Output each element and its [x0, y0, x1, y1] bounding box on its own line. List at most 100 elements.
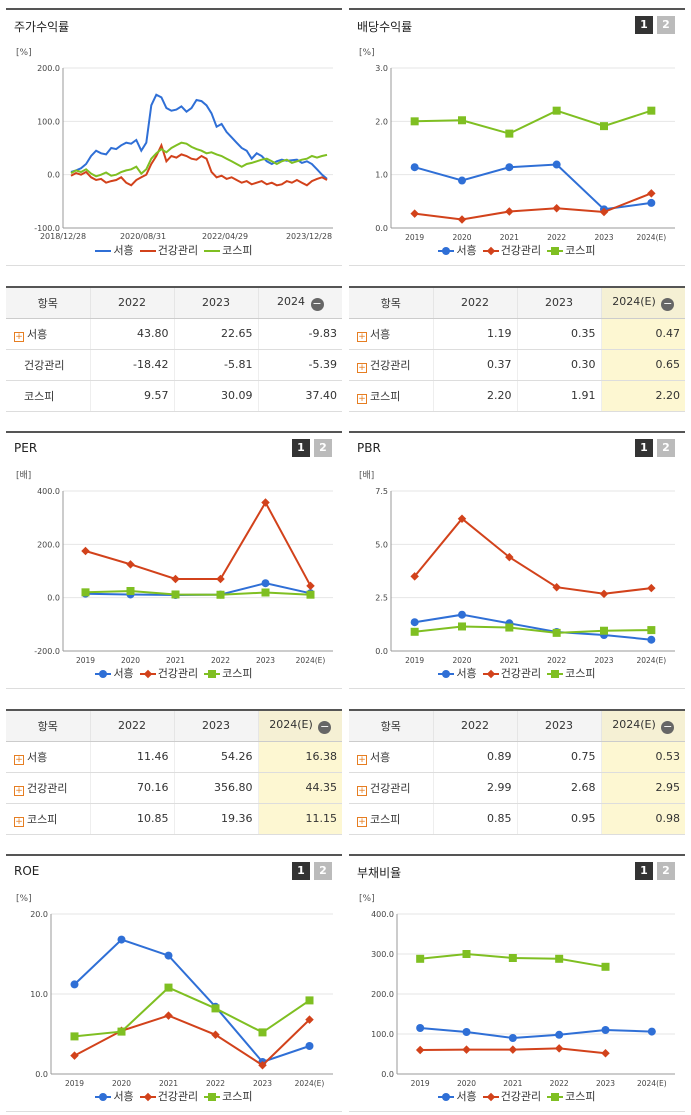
- legend-item[interactable]: 건강관리: [139, 1088, 198, 1104]
- expand-icon[interactable]: +: [357, 331, 367, 342]
- collapse-icon[interactable]: −: [661, 719, 675, 734]
- expand-icon[interactable]: +: [14, 785, 24, 796]
- table-row: 건강관리 -18.42 -5.81 -5.39: [6, 349, 342, 381]
- data-point-square: [171, 590, 180, 599]
- legend-item[interactable]: 건강관리: [482, 1088, 541, 1104]
- y-tick-label: 400.0: [37, 487, 60, 496]
- expand-icon[interactable]: +: [14, 816, 24, 827]
- legend-item[interactable]: 코스피: [204, 665, 253, 681]
- panel-title: 배당수익률: [357, 20, 413, 34]
- pbr-chart: [배]7.5 5.0 2.5 0.0 2019 2020 2021 2022 2023 2024(…: [359, 470, 675, 665]
- legend-item[interactable]: 서흥: [438, 665, 477, 681]
- data-point-square: [458, 622, 466, 631]
- legend-item[interactable]: 코스피: [547, 1088, 596, 1104]
- expand-icon[interactable]: +: [357, 754, 367, 765]
- legend-label: 서흥: [113, 667, 134, 680]
- y-tick-label: 0.0: [47, 171, 60, 180]
- page-2-button[interactable]: 2: [314, 862, 332, 880]
- expand-icon[interactable]: +: [14, 754, 24, 765]
- panel-title: 주가수익률: [14, 20, 70, 34]
- page-1-button[interactable]: 1: [292, 862, 310, 880]
- legend-item[interactable]: 건강관리: [482, 242, 541, 258]
- row-label: + 코스피: [6, 803, 90, 835]
- series-line: [414, 163, 652, 211]
- table-cell: 37.40: [257, 380, 342, 412]
- expand-icon[interactable]: +: [357, 362, 367, 373]
- table-row: + 건강관리 70.16 356.80 44.35: [6, 772, 342, 804]
- table-cell: 2.99: [432, 772, 517, 804]
- page-2-button[interactable]: 2: [657, 862, 675, 880]
- data-point-circle: [416, 1024, 425, 1032]
- x-tick-label: 2022: [206, 1079, 225, 1088]
- legend-item[interactable]: 건강관리: [139, 242, 198, 258]
- collapse-icon[interactable]: −: [318, 719, 332, 734]
- data-point-diamond: [457, 215, 467, 224]
- y-tick-label: 5.0: [375, 540, 388, 549]
- data-point-circle: [164, 951, 173, 960]
- data-point-square: [505, 129, 514, 138]
- column-header-year: 2024(E) −: [600, 287, 685, 319]
- data-point-circle: [508, 1034, 517, 1042]
- data-point-square: [416, 954, 425, 963]
- page-1-button[interactable]: 1: [635, 16, 653, 34]
- legend-marker: [139, 1092, 156, 1102]
- expand-icon[interactable]: +: [14, 331, 24, 342]
- page-2-button[interactable]: 2: [657, 439, 675, 457]
- x-tick-label: 2019: [411, 1079, 430, 1088]
- legend-item[interactable]: 코스피: [547, 665, 596, 681]
- table-cell: 2.20: [600, 380, 685, 412]
- page-2-button[interactable]: 2: [314, 439, 332, 457]
- legend-item[interactable]: 서흥: [438, 1088, 477, 1104]
- legend-item[interactable]: 서흥: [95, 665, 134, 681]
- data-point-circle: [305, 1042, 314, 1050]
- data-point-square: [600, 122, 608, 131]
- data-point-diamond: [599, 589, 609, 599]
- y-tick-label: 100.0: [371, 1030, 394, 1039]
- page-1-button[interactable]: 1: [635, 439, 653, 457]
- x-tick-label: 2020: [452, 656, 471, 665]
- dividend-yield-table: 항목 2022 2023 2024(E) − + 서흥 1.19 0.35 0.47 + 건강관리 0…: [349, 286, 685, 412]
- expand-icon[interactable]: +: [357, 785, 367, 796]
- data-point-square: [458, 116, 466, 125]
- expand-icon[interactable]: +: [357, 393, 367, 404]
- table-cell: -18.42: [89, 349, 174, 381]
- panel-title: ROE: [14, 864, 40, 878]
- legend-label: 서흥: [456, 244, 477, 257]
- legend-item[interactable]: 건강관리: [139, 665, 198, 681]
- legend-item[interactable]: 서흥: [438, 242, 477, 258]
- data-point-square: [505, 623, 514, 632]
- x-tick-label: 2024(E): [636, 656, 666, 665]
- y-tick-label: 200.0: [37, 540, 60, 549]
- collapse-icon[interactable]: −: [661, 296, 675, 311]
- table-row: + 서흥 11.46 54.26 16.38: [6, 741, 342, 773]
- collapse-icon[interactable]: −: [310, 296, 324, 311]
- data-point-square: [81, 588, 90, 597]
- legend-marker: [482, 669, 499, 679]
- per-table: 항목 2022 2023 2024(E) − + 서흥 11.46 54.26 16.38 + 건강…: [6, 709, 342, 835]
- legend-label: 코스피: [222, 667, 253, 680]
- series-line: [414, 192, 652, 221]
- table-cell: 0.65: [600, 349, 685, 381]
- expand-icon[interactable]: +: [357, 816, 367, 827]
- legend-item[interactable]: 서흥: [95, 1088, 134, 1104]
- legend-item[interactable]: 건강관리: [482, 665, 541, 681]
- page-2-button[interactable]: 2: [657, 16, 675, 34]
- table-cell: 9.57: [89, 380, 174, 412]
- legend-label: 코스피: [222, 1090, 253, 1103]
- series-line: [85, 500, 312, 587]
- page-1-button[interactable]: 1: [292, 439, 310, 457]
- column-header-year: 2024(E) −: [600, 710, 685, 742]
- x-tick-label: 2023: [594, 233, 613, 242]
- page-1-button[interactable]: 1: [635, 862, 653, 880]
- legend-item[interactable]: 코스피: [204, 242, 253, 258]
- legend-item[interactable]: 코스피: [204, 1088, 253, 1104]
- data-point-circle: [410, 163, 419, 172]
- legend-item[interactable]: 코스피: [547, 242, 596, 258]
- x-tick-label: 2021: [500, 233, 519, 242]
- series-line: [414, 613, 652, 641]
- table-cell: 0.89: [432, 741, 517, 773]
- legend-item[interactable]: 서흥: [95, 242, 134, 258]
- table-cell: 22.65: [173, 318, 258, 350]
- data-point-square: [305, 996, 314, 1005]
- column-header-year: 2023: [516, 287, 601, 319]
